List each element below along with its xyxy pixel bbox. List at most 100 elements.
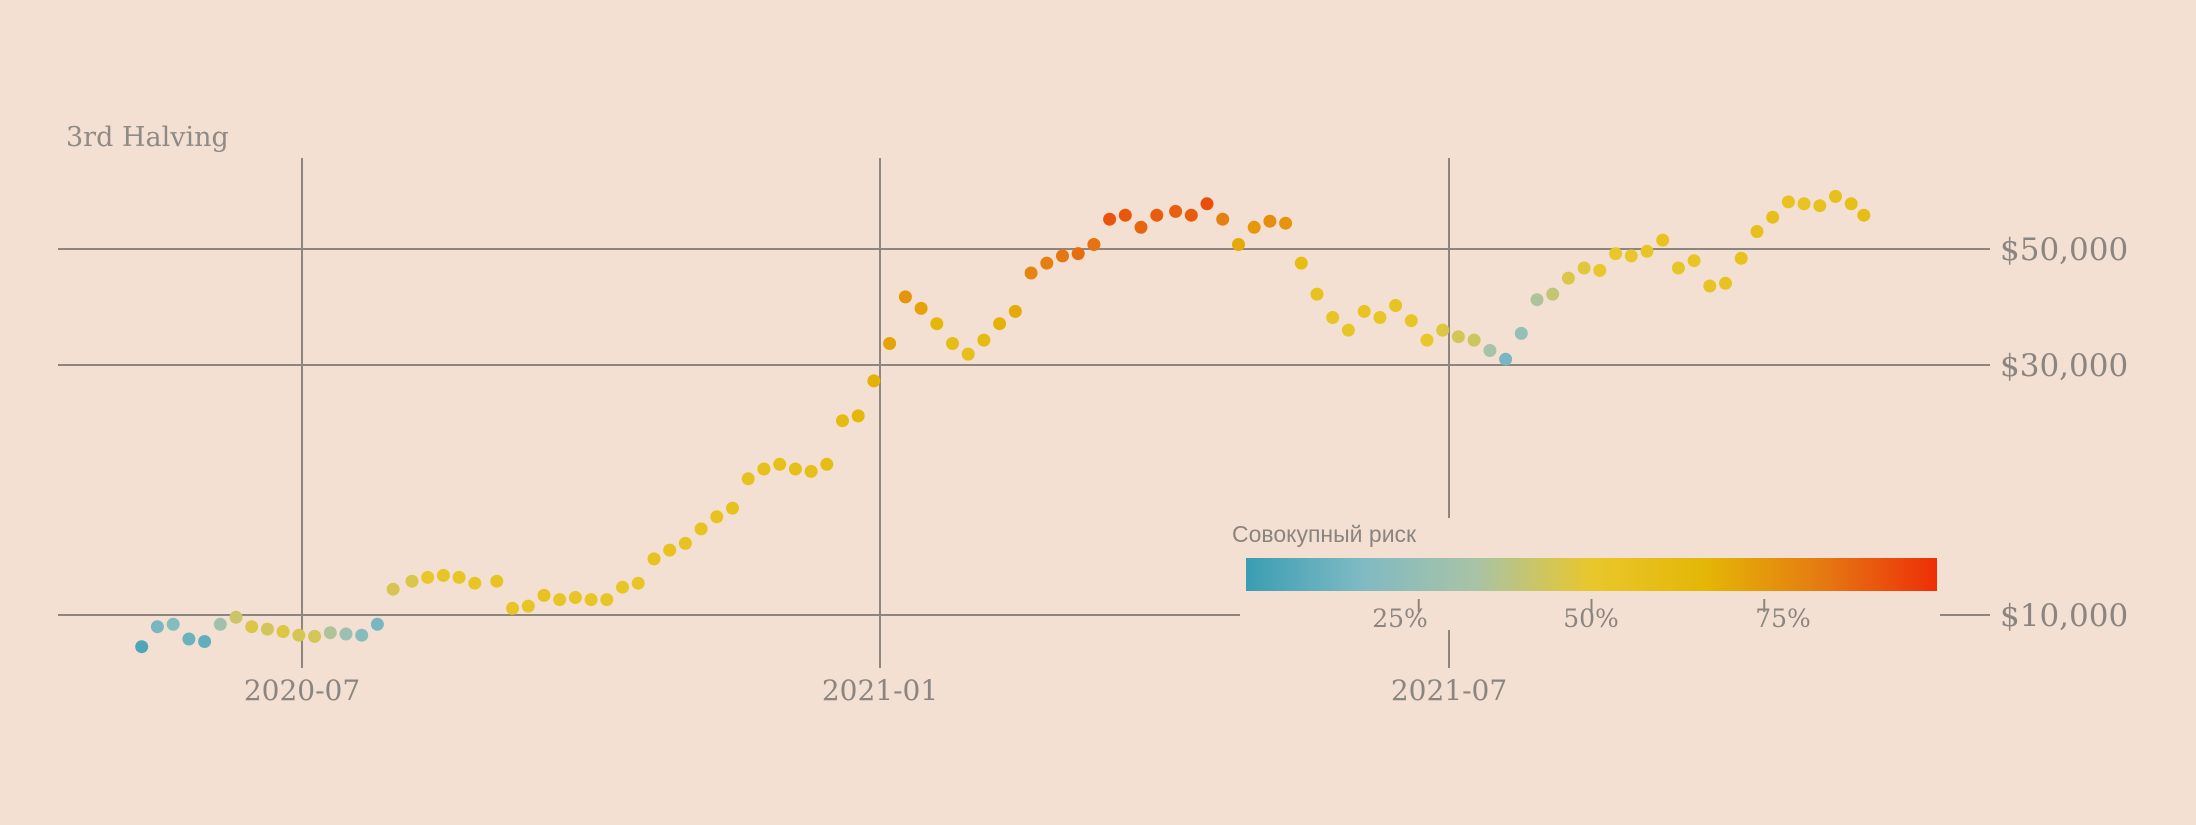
data-point xyxy=(1169,204,1183,218)
data-point xyxy=(726,501,739,515)
data-point xyxy=(867,374,881,388)
data-point xyxy=(993,317,1007,331)
data-point xyxy=(537,588,551,602)
x-tick-label-2020-07: 2020-07 xyxy=(244,674,360,707)
data-point xyxy=(1857,208,1871,222)
data-point xyxy=(1087,238,1101,251)
data-point xyxy=(1687,254,1701,268)
data-point xyxy=(1813,199,1827,213)
data-point xyxy=(1389,299,1403,312)
data-point xyxy=(788,462,802,476)
data-point xyxy=(836,414,849,428)
data-point xyxy=(898,290,912,304)
data-point xyxy=(663,543,677,557)
data-point xyxy=(1118,208,1132,222)
data-point xyxy=(678,536,692,550)
data-point xyxy=(308,629,322,643)
data-point xyxy=(1420,333,1434,347)
data-point xyxy=(1577,261,1591,275)
data-point xyxy=(370,617,384,631)
data-point xyxy=(490,574,504,588)
data-point xyxy=(1263,214,1277,228)
data-point xyxy=(631,576,645,590)
data-point xyxy=(1404,314,1418,328)
legend-tick-label-75: 75% xyxy=(1755,604,1811,633)
data-point xyxy=(421,570,435,584)
risk-color-legend: Совокупный риск 25% 50% 75% xyxy=(1232,518,1940,633)
data-point xyxy=(1056,249,1069,263)
data-point xyxy=(1797,197,1811,211)
data-point xyxy=(851,409,865,423)
legend-ticks: 25% 50% 75% xyxy=(1372,599,1811,633)
data-point xyxy=(276,625,290,638)
data-point xyxy=(1593,263,1607,277)
data-point xyxy=(1656,233,1670,247)
data-point xyxy=(1766,210,1780,224)
y-tick-label-50000: $50,000 xyxy=(2000,232,2128,268)
data-point xyxy=(213,617,227,631)
data-point xyxy=(1024,266,1038,280)
data-point xyxy=(452,570,466,584)
data-point xyxy=(757,462,771,476)
legend-tick-label-25: 25% xyxy=(1372,604,1428,633)
data-point xyxy=(647,552,661,566)
data-point xyxy=(1734,251,1748,265)
data-point xyxy=(521,599,535,613)
data-point xyxy=(229,610,243,624)
data-point xyxy=(1040,256,1054,270)
data-point xyxy=(1150,208,1164,222)
data-point xyxy=(436,568,450,582)
data-point xyxy=(883,337,897,350)
data-point xyxy=(1200,197,1214,211)
data-point xyxy=(1451,330,1465,344)
data-point xyxy=(568,591,582,604)
data-point xyxy=(1008,304,1022,318)
data-point xyxy=(468,576,482,590)
data-point xyxy=(600,593,614,607)
data-point xyxy=(323,626,337,640)
chart-title: 3rd Halving xyxy=(66,122,229,153)
data-point xyxy=(405,574,419,588)
data-points xyxy=(135,189,1871,654)
data-point xyxy=(1071,247,1085,261)
data-point xyxy=(355,628,369,642)
data-point xyxy=(1640,244,1654,258)
data-point xyxy=(135,640,149,654)
y-tick-label-10000: $10,000 xyxy=(2000,598,2128,634)
data-point xyxy=(946,337,959,350)
y-tick-label-30000: $30,000 xyxy=(2000,348,2128,384)
data-point xyxy=(1546,287,1560,301)
data-point xyxy=(339,627,353,641)
legend-tick-label-50: 50% xyxy=(1563,604,1619,633)
data-point xyxy=(1247,220,1261,234)
data-point xyxy=(1671,261,1685,275)
data-point xyxy=(260,622,274,636)
data-point xyxy=(584,593,598,607)
data-point xyxy=(1134,220,1148,234)
data-point xyxy=(694,522,708,536)
data-point xyxy=(820,457,834,471)
data-point xyxy=(804,464,818,478)
legend-color-bar xyxy=(1246,558,1937,591)
data-point xyxy=(553,593,567,607)
data-point xyxy=(1750,225,1764,238)
data-point xyxy=(930,317,944,331)
data-point xyxy=(1310,287,1324,301)
data-point xyxy=(182,632,196,646)
data-point xyxy=(1184,208,1198,222)
data-point xyxy=(616,580,629,594)
data-point xyxy=(292,628,306,642)
data-point xyxy=(1781,195,1795,209)
data-point xyxy=(1530,293,1544,307)
data-point xyxy=(977,333,991,347)
data-point xyxy=(1561,271,1575,285)
data-point xyxy=(1499,352,1513,366)
data-point xyxy=(1326,311,1340,324)
data-point xyxy=(741,472,755,486)
data-point xyxy=(150,620,164,634)
data-point xyxy=(1279,216,1293,230)
data-point xyxy=(1103,212,1117,226)
data-point xyxy=(1436,323,1450,337)
data-point xyxy=(1232,238,1245,251)
